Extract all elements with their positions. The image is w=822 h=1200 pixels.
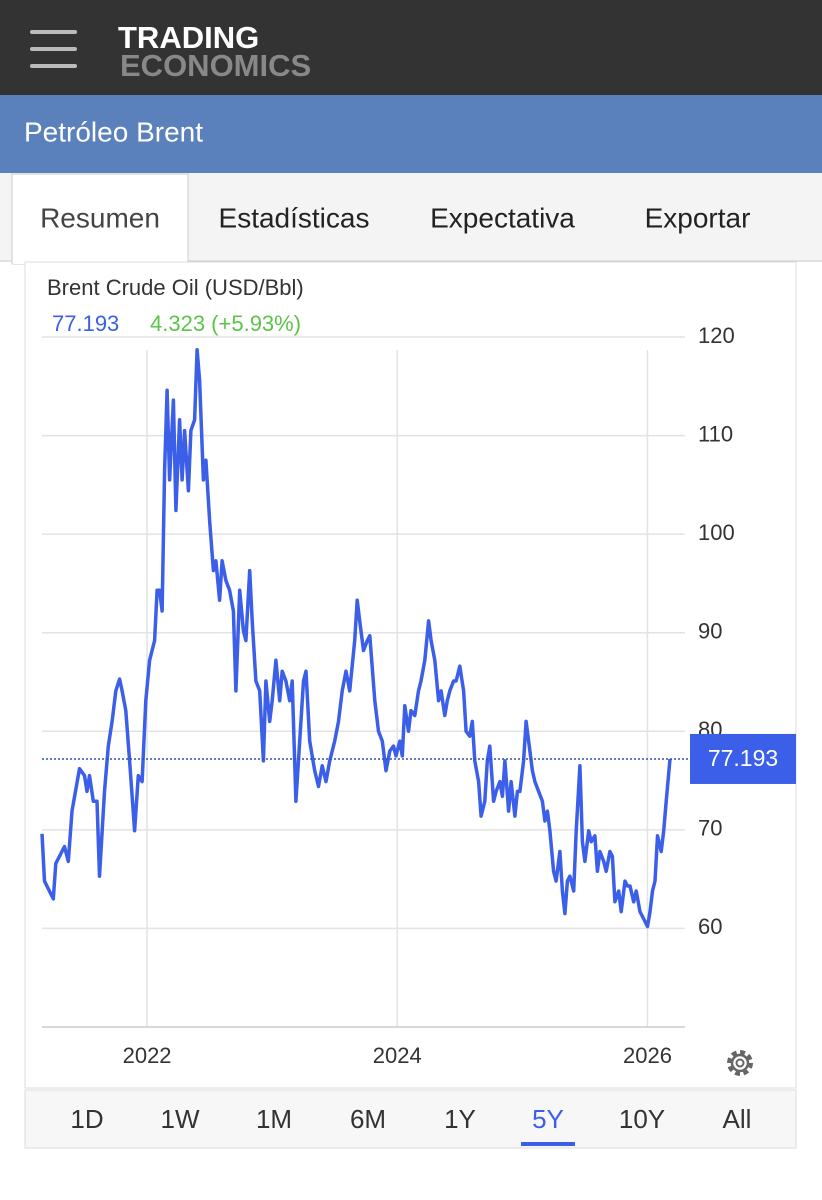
x-tick-label: 2024	[373, 1043, 422, 1068]
gear-body	[730, 1053, 750, 1073]
menu-button[interactable]	[30, 30, 77, 68]
top-bar	[0, 0, 822, 95]
last-value-label: 77.193	[708, 745, 778, 771]
logo-top[interactable]: TRADING	[118, 20, 259, 55]
range-button[interactable]: 1Y	[444, 1104, 476, 1134]
tab[interactable]: Estadísticas	[219, 202, 370, 233]
range-bar	[24, 1089, 797, 1149]
tab[interactable]: Resumen	[40, 202, 160, 233]
tab[interactable]: Expectativa	[430, 202, 575, 233]
x-tick-label: 2026	[623, 1043, 672, 1068]
y-tick-label: 90	[698, 619, 722, 644]
y-tick-label: 60	[698, 914, 722, 939]
y-tick-label: 70	[698, 816, 722, 841]
gear-hole	[735, 1058, 745, 1068]
active-tab	[11, 173, 189, 265]
range-button[interactable]: 1W	[161, 1104, 200, 1134]
range-button[interactable]: 10Y	[619, 1104, 665, 1134]
y-tick-label: 120	[698, 323, 735, 348]
title-band	[0, 95, 822, 173]
menu-bar	[30, 64, 77, 68]
active-tab-gap	[13, 258, 187, 264]
range-button[interactable]: 1M	[256, 1104, 292, 1134]
range-button[interactable]: 5Y	[532, 1104, 564, 1134]
last-value-box	[690, 733, 796, 784]
tab[interactable]: Exportar	[645, 202, 751, 233]
range-underline	[521, 1142, 575, 1146]
x-tick-label: 2022	[123, 1043, 172, 1068]
chart-card	[24, 261, 797, 1089]
range-button[interactable]: 6M	[350, 1104, 386, 1134]
chart-title: Brent Crude Oil (USD/Bbl)	[47, 275, 304, 300]
last-value: 77.193	[52, 311, 119, 336]
y-tick-label: 110	[698, 421, 733, 446]
range-button[interactable]: 1D	[70, 1104, 103, 1134]
y-tick-label: 100	[698, 520, 735, 545]
change: 4.323 (+5.93%)	[150, 311, 301, 336]
range-button[interactable]: All	[723, 1104, 752, 1134]
logo-bottom[interactable]: ECONOMICS	[120, 48, 311, 83]
settings-icon[interactable]	[727, 1050, 753, 1076]
price-line	[40, 348, 672, 929]
gear-teeth	[727, 1050, 753, 1076]
page-title: Petróleo Brent	[24, 116, 203, 147]
menu-bar	[30, 30, 77, 34]
menu-bar	[30, 47, 77, 51]
